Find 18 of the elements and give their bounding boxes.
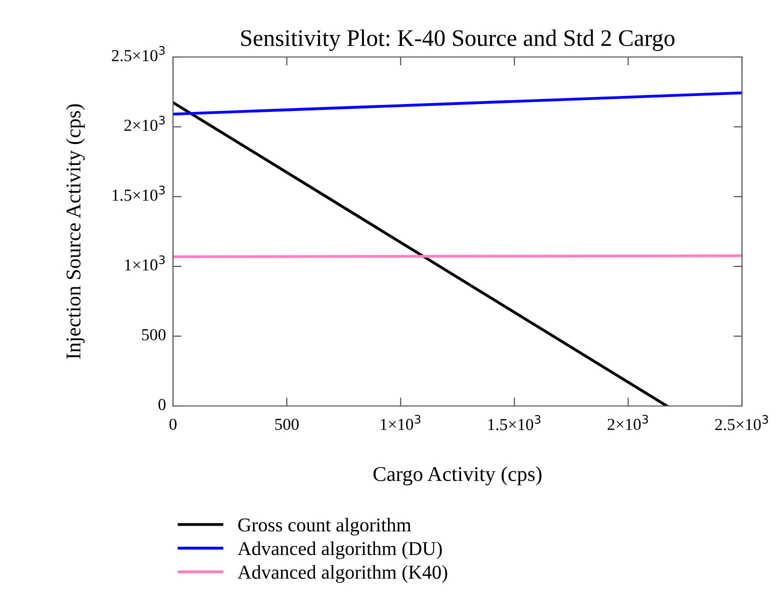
x-tick-label: 2×10$^{3}$ xyxy=(608,414,648,430)
x-tick-label: 1.5×10$^{3}$ xyxy=(488,415,540,430)
y-tick-label: 1×10$^{3}$ xyxy=(125,255,165,271)
x-axis-title: Cargo Activity (cps) xyxy=(373,466,542,486)
legend-label: Advanced algorithm (DU) xyxy=(238,541,442,560)
y-tick-label: 500 xyxy=(142,329,166,340)
x-tick-label: 2.5×10$^{3}$ xyxy=(715,415,768,430)
y-tick-label: 2×10$^{3}$ xyxy=(124,116,165,131)
x-tick-label: 1×10$^{3}$ xyxy=(380,414,420,430)
y-tick-label: 0 xyxy=(158,398,166,410)
x-tick-label: 500 xyxy=(275,418,299,430)
y-tick-label: 2.5×10$^{3}$ xyxy=(112,46,165,62)
chart-title: Sensitivity Plot: K-40 Source and Std 2 Cargo xyxy=(241,30,674,51)
legend-label: Gross count algorithm xyxy=(238,518,412,536)
x-tick-label: 0 xyxy=(169,418,177,430)
y-tick-label: 1.5×10$^{3}$ xyxy=(112,186,165,201)
y-axis-title: Injection Source Activity (cps) xyxy=(66,104,85,359)
legend-label: Advanced algorithm (K40) xyxy=(238,565,448,583)
